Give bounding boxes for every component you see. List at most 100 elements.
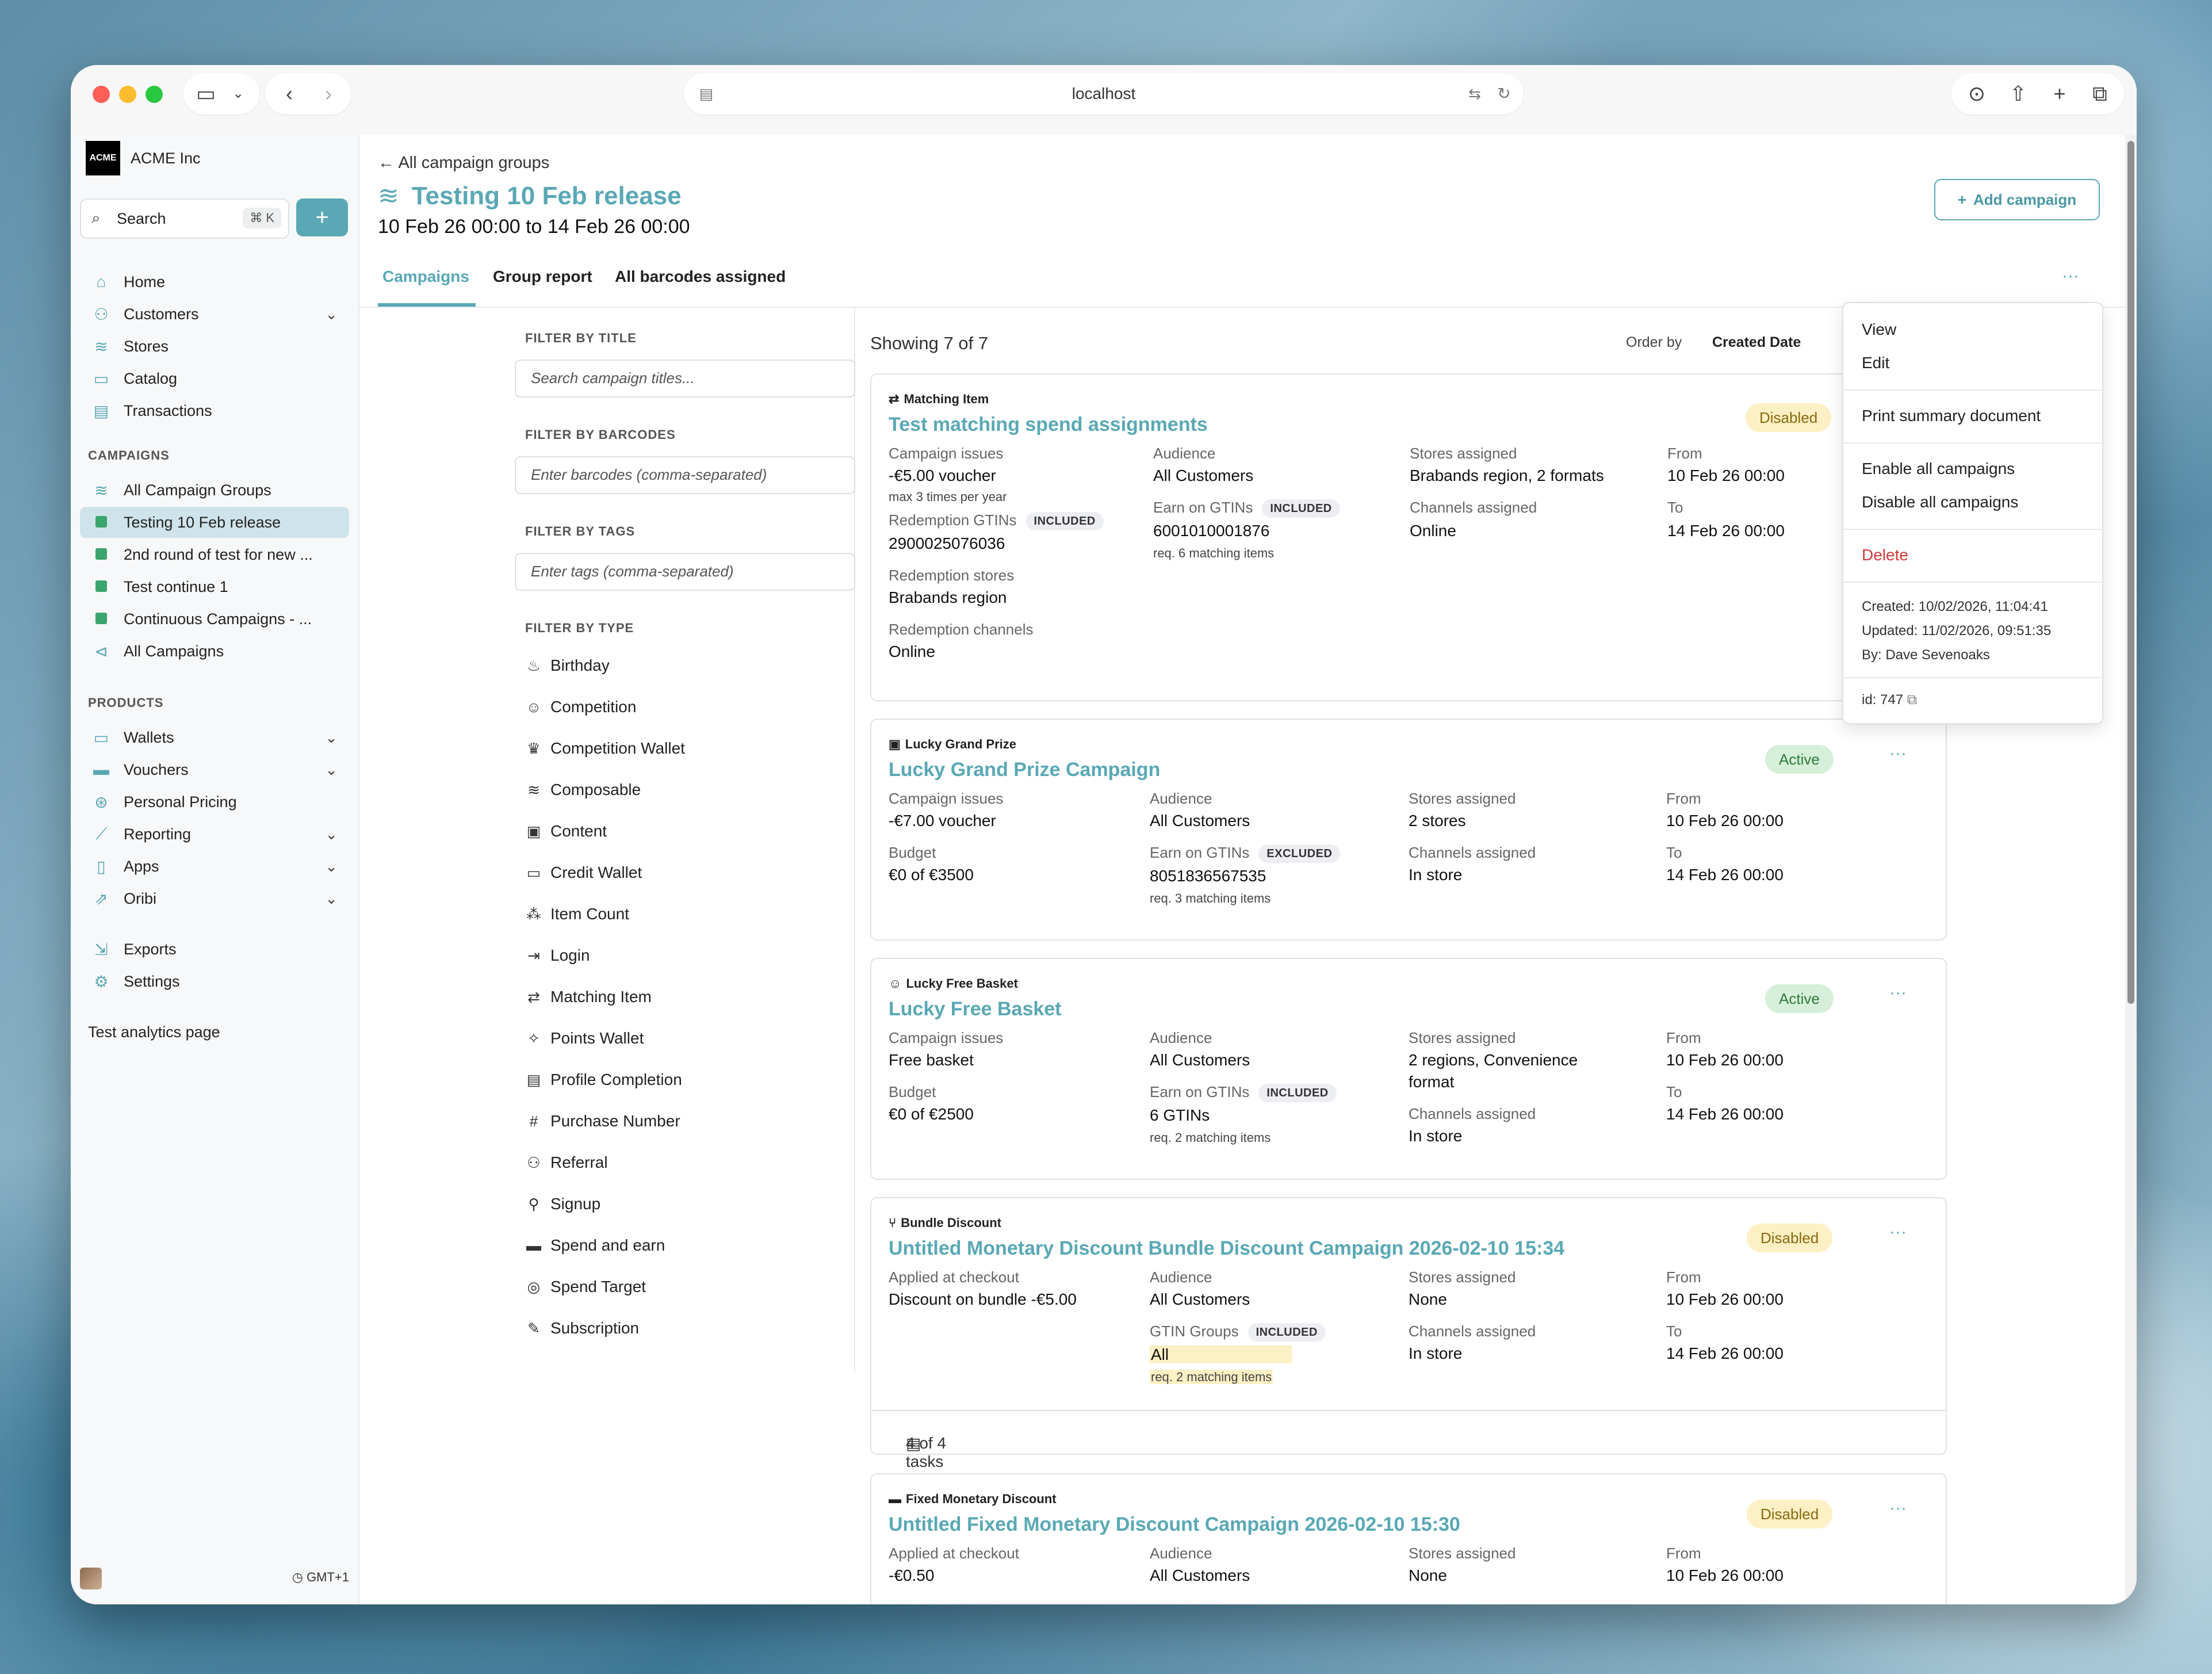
campaign-card[interactable]: ▬ Fixed Monetary Discount Untitled Fixed … <box>870 1473 1947 1604</box>
sidebar-item-settings[interactable]: ⚙ Settings <box>80 966 349 997</box>
url-text[interactable]: localhost <box>1071 85 1136 102</box>
type-filter-profile-completion[interactable]: ▤ Profile Completion <box>525 1067 682 1092</box>
type-filter-composable[interactable]: ≋ Composable <box>525 777 641 802</box>
download-icon[interactable]: ⊙ <box>1968 82 1986 105</box>
type-filter-credit-wallet[interactable]: ▭ Credit Wallet <box>525 860 642 885</box>
sidebar-item-test-analytics[interactable]: Test analytics page <box>80 1016 349 1048</box>
campaign-card[interactable]: ⑂ Bundle Discount Untitled Monetary Disco… <box>870 1197 1947 1489</box>
sidebar-item-all-campaign-groups[interactable]: ≋ All Campaign Groups <box>80 475 349 506</box>
type-filter-content[interactable]: ▣ Content <box>525 819 607 844</box>
sidebar-item-catalog[interactable]: ▭ Catalog <box>80 363 349 394</box>
group-id[interactable]: id: 747 ⧉ <box>1862 692 1917 708</box>
create-new-button[interactable]: + <box>296 198 348 236</box>
campaign-title[interactable]: Untitled Fixed Monetary Discount Campaig… <box>889 1514 1460 1535</box>
back-link[interactable]: ← All campaign groups <box>378 154 549 173</box>
tab-all-barcodes[interactable]: All barcodes assigned <box>615 267 786 285</box>
forward-arrow-icon[interactable]: › <box>325 82 332 105</box>
menu-item-enable-all[interactable]: Enable all campaigns <box>1862 460 2015 477</box>
group-more-button[interactable]: ··· <box>2062 266 2079 285</box>
sidebar-toggle-icon[interactable]: ▭ <box>196 82 216 105</box>
sidebar-item-exports[interactable]: ⇲ Exports <box>80 934 349 965</box>
menu-item-edit[interactable]: Edit <box>1862 354 1890 372</box>
campaign-card[interactable]: ▣ Lucky Grand Prize Lucky Grand Prize Cam… <box>870 718 1947 941</box>
sidebar-item-test-continue[interactable]: Test continue 1 <box>80 571 349 602</box>
type-filter-purchase-number[interactable]: # Purchase Number <box>525 1109 680 1134</box>
type-filter-points-wallet[interactable]: ✧ Points Wallet <box>525 1026 644 1051</box>
type-filter-competition-wallet[interactable]: ♛ Competition Wallet <box>525 736 685 761</box>
type-filter-matching-item[interactable]: ⇄ Matching Item <box>525 984 652 1010</box>
chevron-down-icon[interactable]: ⌄ <box>325 728 338 746</box>
sidebar-item-stores[interactable]: ≋ Stores <box>80 331 349 362</box>
tags-filter-field[interactable] <box>515 553 855 591</box>
share-icon[interactable]: ⇧ <box>2009 82 2027 105</box>
campaign-more-button[interactable]: ··· <box>1889 1499 1907 1518</box>
campaign-title[interactable]: Untitled Monetary Discount Bundle Discou… <box>889 1237 1565 1259</box>
chevron-down-icon[interactable]: ⌄ <box>325 889 338 907</box>
tab-overview-icon[interactable]: ⧉ <box>2092 82 2107 105</box>
campaign-more-button[interactable]: ··· <box>1889 744 1907 763</box>
zoom-window-button[interactable] <box>146 86 163 103</box>
sidebar-item-apps[interactable]: ▯ Apps ⌄ <box>80 851 349 882</box>
sidebar-item-all-campaigns[interactable]: ⊲ All Campaigns <box>80 636 349 667</box>
type-filter-referral[interactable]: ⚇ Referral <box>525 1150 607 1175</box>
barcodes-filter-field[interactable] <box>515 456 855 494</box>
copy-icon[interactable]: ⧉ <box>1907 692 1917 708</box>
new-tab-icon[interactable]: + <box>2053 82 2066 105</box>
type-filter-subscription[interactable]: ✎ Subscription <box>525 1316 639 1341</box>
sidebar-item-2nd-round[interactable]: 2nd round of test for new ... <box>80 539 349 570</box>
chevron-down-icon[interactable]: ⌄ <box>325 857 338 875</box>
sidebar-item-oribi[interactable]: ⇗ Oribi ⌄ <box>80 883 349 914</box>
sidebar-item-customers[interactable]: ⚇ Customers ⌄ <box>80 299 349 330</box>
chevron-down-icon[interactable]: ⌄ <box>325 305 338 323</box>
menu-item-delete[interactable]: Delete <box>1862 546 1908 564</box>
sidebar-item-home[interactable]: ⌂ Home <box>80 266 349 297</box>
campaign-card[interactable]: ☺ Lucky Free Basket Lucky Free Basket Act… <box>870 958 1947 1180</box>
back-arrow-icon[interactable]: ‹ <box>286 82 293 105</box>
scrollbar-thumb[interactable] <box>2127 141 2134 1004</box>
add-campaign-button[interactable]: + Add campaign <box>1934 179 2100 220</box>
campaign-card[interactable]: ⇄ Matching Item Test matching spend assig… <box>870 373 1947 701</box>
campaign-title[interactable]: Lucky Free Basket <box>889 998 1062 1020</box>
campaign-title[interactable]: Test matching spend assignments <box>889 414 1208 435</box>
sidebar-item-testing-10-feb[interactable]: Testing 10 Feb release <box>80 507 349 538</box>
type-filter-competition[interactable]: ☺ Competition <box>525 694 637 720</box>
tasks-footer[interactable]: ▤4 of 4 tasks remaining <box>871 1410 1946 1489</box>
sidebar-item-personal-pricing[interactable]: ⊛ Personal Pricing <box>80 786 349 817</box>
minimize-window-button[interactable] <box>119 86 136 103</box>
sidebar-toggle-group[interactable]: ▭ ⌄ <box>183 73 259 114</box>
close-window-button[interactable] <box>93 86 110 103</box>
tags-input[interactable] <box>530 554 843 588</box>
search-button[interactable]: ⌕ Search ⌘ K <box>80 198 289 239</box>
tab-campaigns[interactable]: Campaigns <box>382 267 469 285</box>
avatar[interactable] <box>80 1568 102 1589</box>
menu-item-view[interactable]: View <box>1862 320 1897 338</box>
sidebar-item-wallets[interactable]: ▭ Wallets ⌄ <box>80 722 349 753</box>
chevron-down-icon[interactable]: ⌄ <box>232 86 244 101</box>
chevron-down-icon[interactable]: ⌄ <box>325 760 338 778</box>
order-by-select[interactable]: Created Date <box>1712 334 1801 350</box>
type-filter-signup[interactable]: ⚲ Signup <box>525 1191 600 1217</box>
sidebar-item-vouchers[interactable]: ▬ Vouchers ⌄ <box>80 754 349 785</box>
title-filter-field[interactable] <box>515 360 855 398</box>
page-settings-icon[interactable]: ▤ <box>699 85 714 102</box>
menu-item-disable-all[interactable]: Disable all campaigns <box>1862 493 2019 511</box>
timezone-indicator[interactable]: ◷ GMT+1 <box>292 1570 349 1585</box>
tab-group-report[interactable]: Group report <box>493 267 592 285</box>
campaign-more-button[interactable]: ··· <box>1889 1222 1907 1241</box>
chevron-down-icon[interactable]: ⌄ <box>325 825 338 843</box>
type-filter-item-count[interactable]: ⁂ Item Count <box>525 901 629 927</box>
sidebar-item-transactions[interactable]: ▤ Transactions <box>80 395 349 426</box>
title-search-input[interactable] <box>530 361 843 395</box>
type-filter-login[interactable]: ⇥ Login <box>525 943 590 968</box>
history-nav-group[interactable]: ‹ › <box>265 73 351 114</box>
type-filter-spend-and-earn[interactable]: ▬ Spend and earn <box>525 1233 665 1258</box>
page-scrollbar[interactable] <box>2125 135 2137 1604</box>
sidebar-item-reporting[interactable]: ⟋ Reporting ⌄ <box>80 819 349 850</box>
menu-item-print-summary[interactable]: Print summary document <box>1862 407 2041 425</box>
campaign-title[interactable]: Lucky Grand Prize Campaign <box>889 759 1161 781</box>
reload-icon[interactable]: ↻ <box>1497 85 1511 102</box>
campaign-more-button[interactable]: ··· <box>1889 983 1907 1002</box>
translate-icon[interactable]: ⇆ <box>1468 85 1481 102</box>
type-filter-birthday[interactable]: ♨ Birthday <box>525 653 609 678</box>
address-bar[interactable]: ▤ localhost ⇆ ↻ <box>684 73 1524 114</box>
